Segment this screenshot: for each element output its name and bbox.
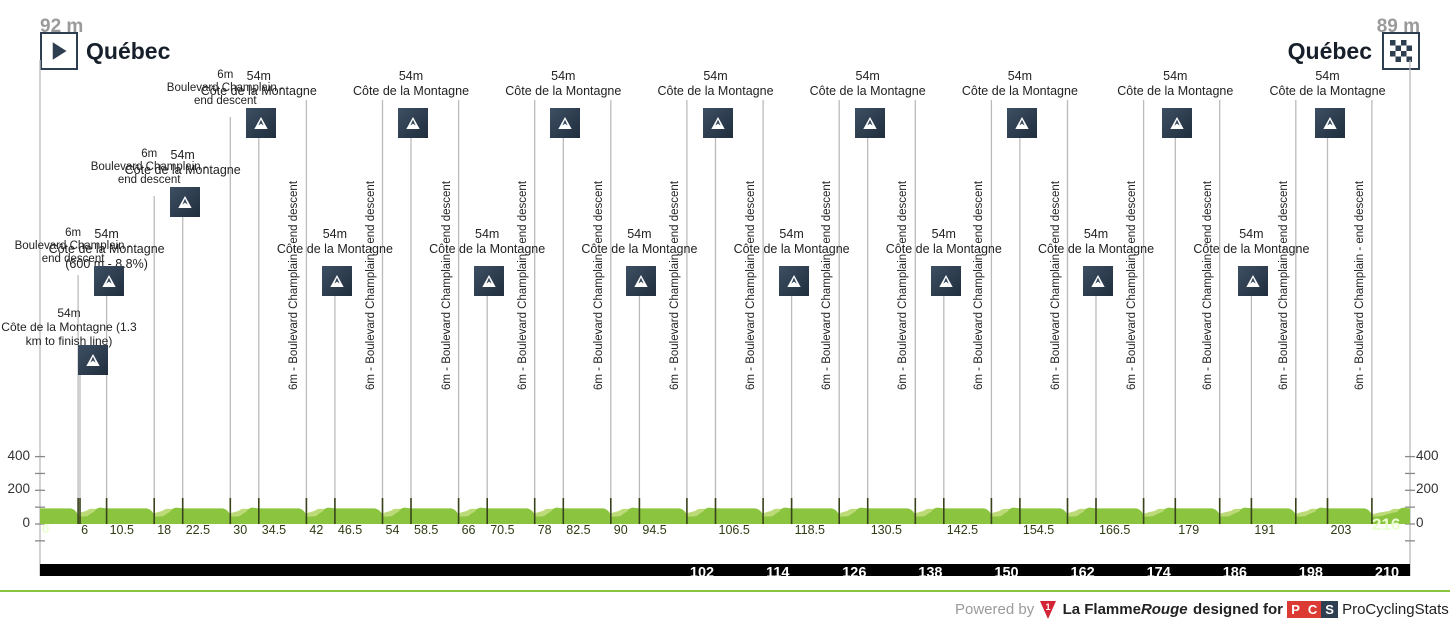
svg-text:1: 1 (1046, 602, 1051, 612)
